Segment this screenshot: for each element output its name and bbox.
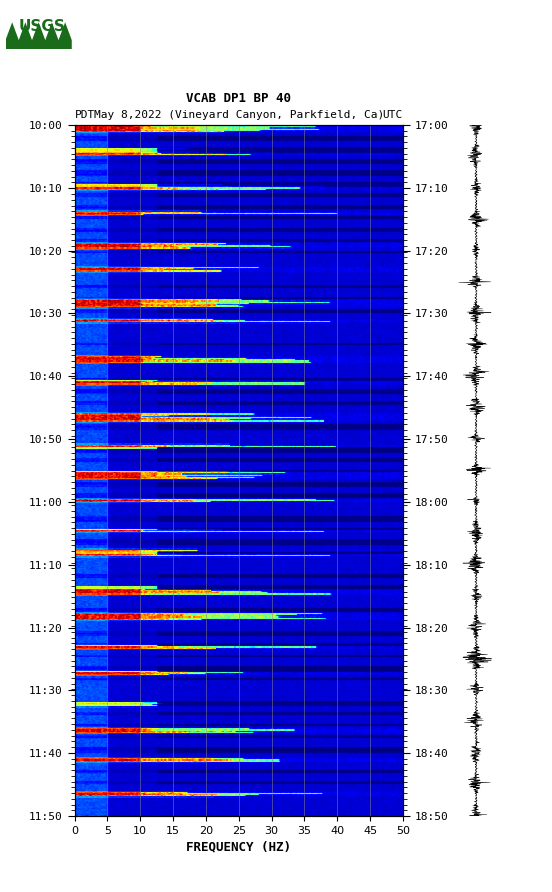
Polygon shape [6,22,72,49]
Text: May 8,2022 (Vineyard Canyon, Parkfield, Ca): May 8,2022 (Vineyard Canyon, Parkfield, … [94,111,384,120]
Text: PDT: PDT [75,111,95,120]
Text: USGS: USGS [19,20,65,34]
Text: UTC: UTC [383,111,403,120]
X-axis label: FREQUENCY (HZ): FREQUENCY (HZ) [186,840,291,853]
Text: VCAB DP1 BP 40: VCAB DP1 BP 40 [186,92,291,105]
